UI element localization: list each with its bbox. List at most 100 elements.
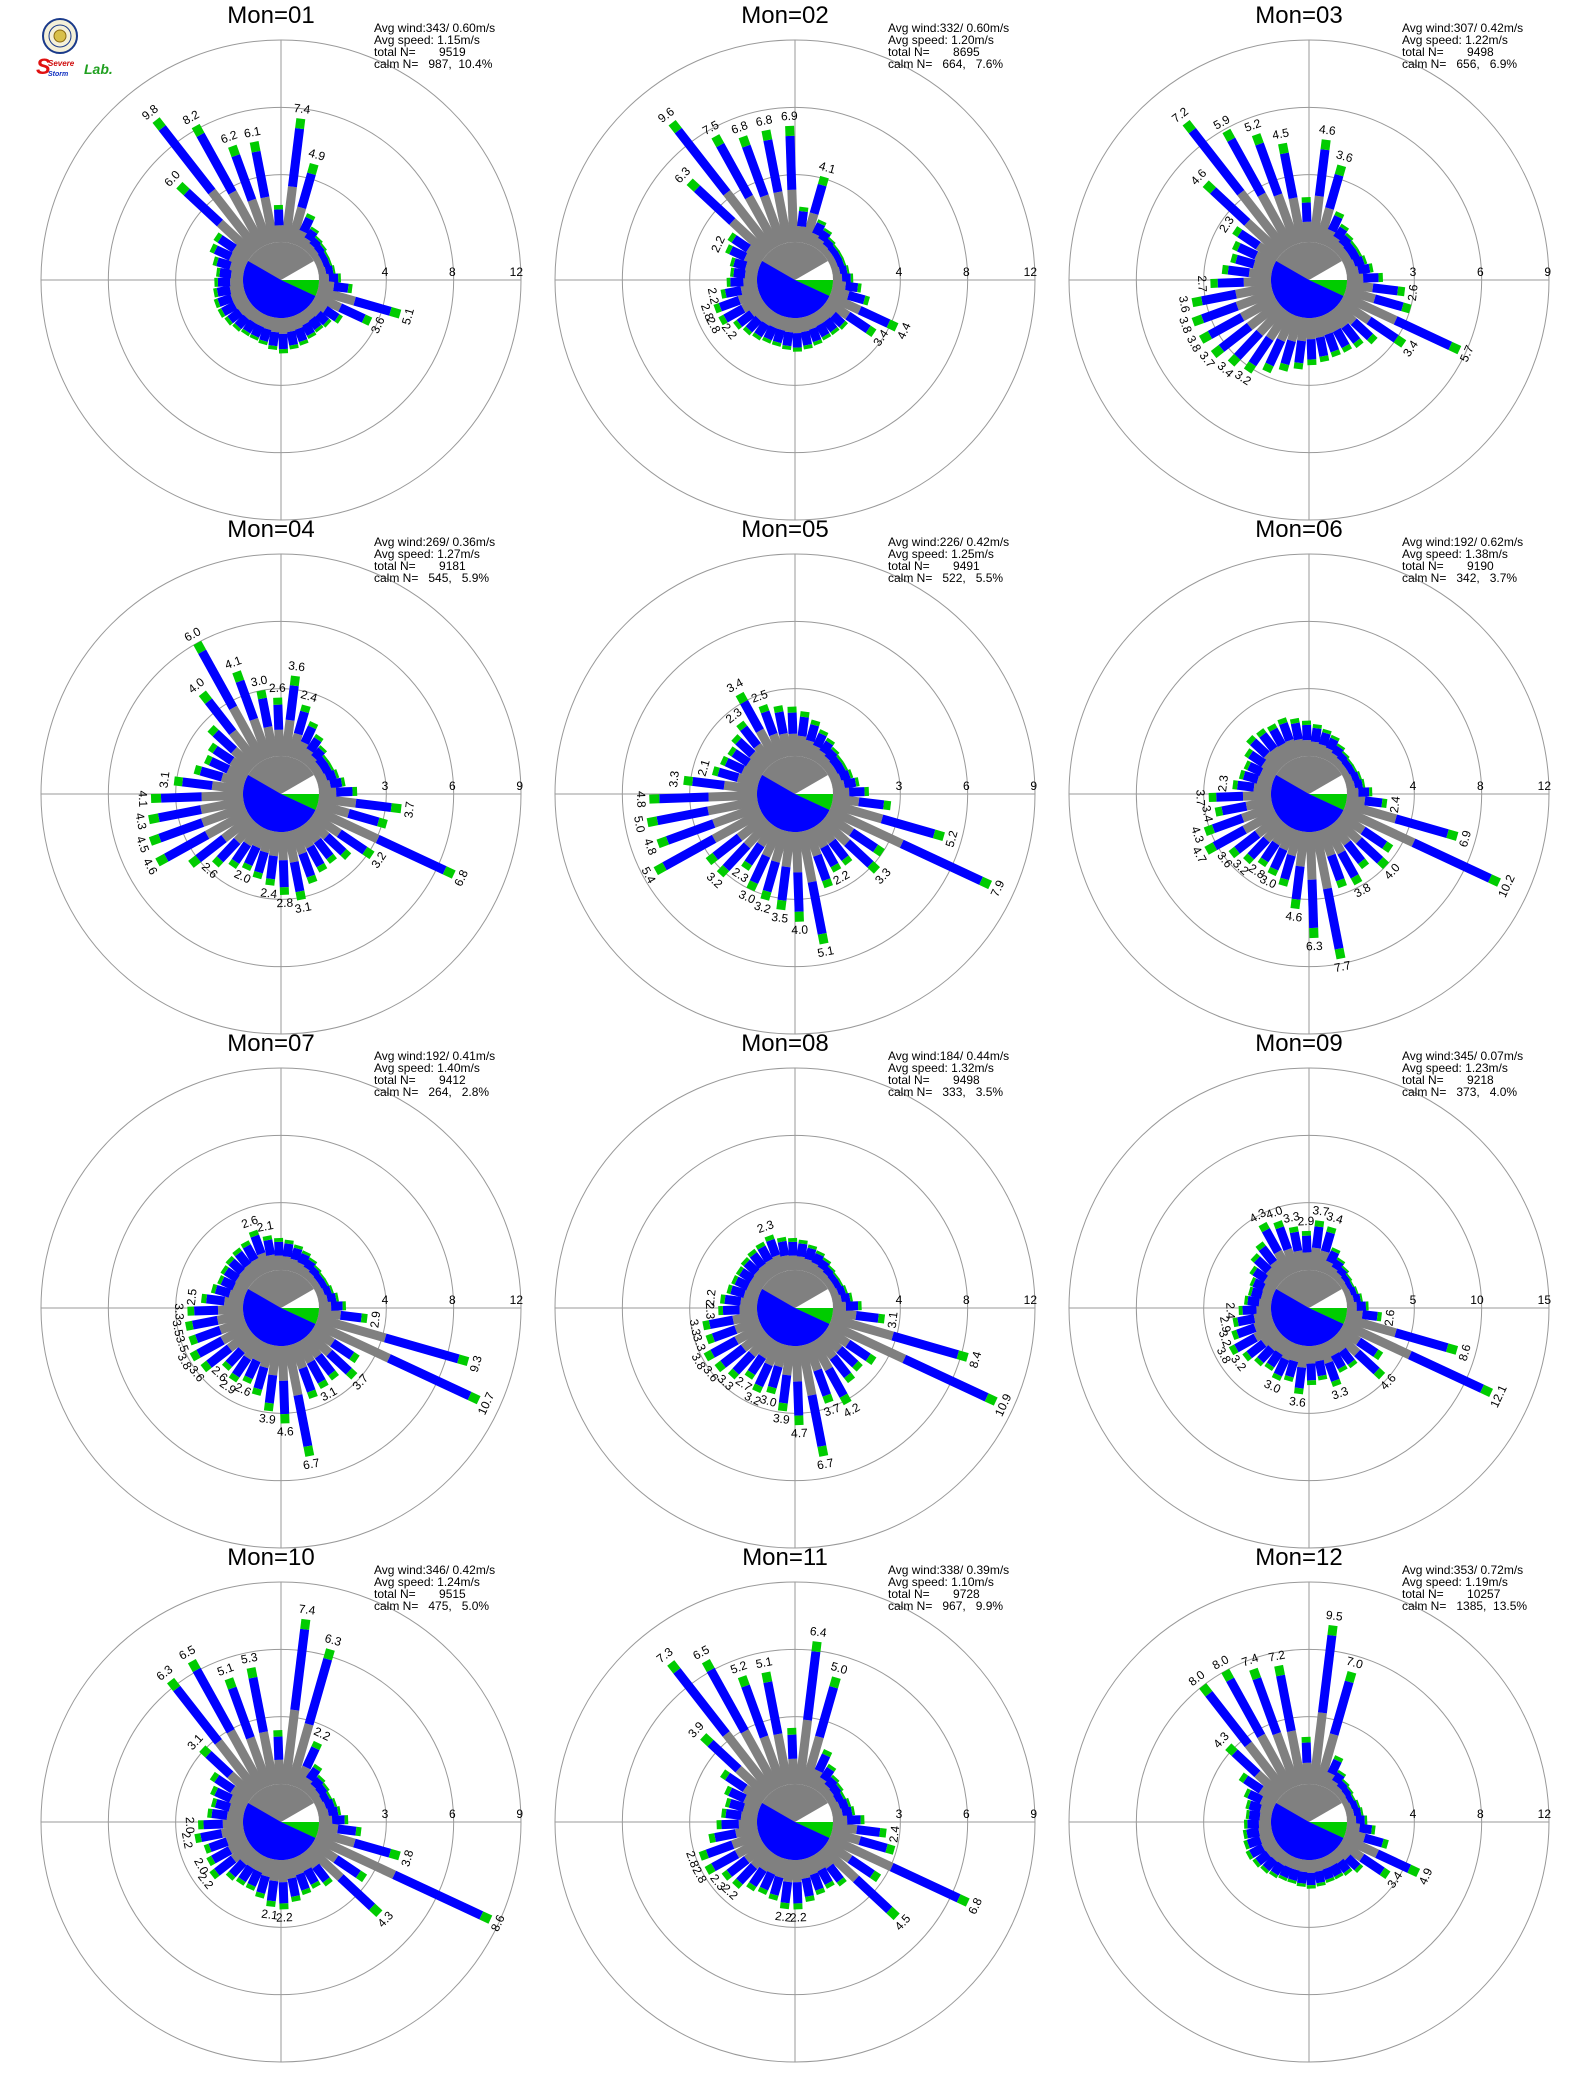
bar-value-label: 4.5 — [1271, 125, 1290, 142]
direction-bar — [1243, 818, 1287, 865]
direction-bar — [206, 1836, 250, 1867]
direction-bar — [1333, 816, 1390, 870]
bar-value-label: 3.0 — [758, 1392, 778, 1410]
direction-bar — [189, 1322, 250, 1362]
stat-total-n: total N= 9181 — [374, 559, 466, 573]
direction-bar — [303, 745, 328, 770]
direction-bar — [1198, 294, 1278, 344]
calm-disk-green-sector — [281, 1822, 319, 1839]
direction-bar — [313, 1833, 493, 1924]
direction-bar — [1328, 1335, 1358, 1369]
direction-bar — [746, 826, 784, 892]
ring-tick-label: 9 — [516, 1807, 523, 1821]
bar-value-label: 2.9 — [367, 1310, 383, 1329]
direction-bar — [316, 1314, 470, 1366]
calm-disk-white-sector — [1309, 261, 1347, 280]
direction-bar — [309, 297, 343, 324]
direction-bar — [305, 1844, 383, 1918]
direction-bar — [249, 141, 279, 244]
bar-value-label: 3.0 — [1258, 872, 1279, 892]
direction-bar — [704, 1836, 764, 1875]
direction-bar — [1255, 1241, 1290, 1281]
direction-bar — [703, 1322, 764, 1362]
direction-bar — [791, 831, 804, 922]
bar-value-label: 2.0 — [232, 867, 253, 887]
bar-value-label: 2.3 — [1215, 774, 1231, 793]
direction-bar — [289, 828, 318, 884]
bar-value-label: 3.2 — [742, 1389, 763, 1409]
direction-bar — [1311, 830, 1346, 960]
direction-bar — [1337, 297, 1407, 348]
direction-bar — [300, 1849, 333, 1887]
direction-bar — [1323, 825, 1363, 886]
direction-bar — [809, 311, 832, 341]
direction-bar — [742, 304, 773, 336]
windrose-panel: 2.3 3.7 3.4 4.3 4.7 3.6 3.2 2.8 3.0 4.6 6.3 7.7 3.8 4… — [1036, 516, 1562, 1044]
logo-s-glyph: S — [36, 54, 51, 79]
panel-title: Mon=06 — [1255, 516, 1343, 543]
stat-avg-speed: Avg speed: 1.40m/s — [374, 1061, 480, 1075]
bar-value-label: 5.0 — [631, 815, 648, 834]
direction-bar — [757, 1854, 784, 1895]
bar-value-label: 10.9 — [992, 1391, 1015, 1418]
direction-bar — [797, 1344, 829, 1457]
direction-bar — [827, 805, 993, 890]
bar-value-label: 2.2 — [312, 1724, 333, 1744]
bar-value-label: 7.4 — [293, 101, 312, 117]
bar-value-label: 3.3 — [666, 770, 682, 789]
bar-value-label: 3.6 — [1335, 147, 1355, 165]
calm-disk-green-sector — [281, 280, 319, 297]
direction-bar — [188, 813, 254, 868]
stat-calm-n: calm N= 373, 4.0% — [1402, 1085, 1518, 1099]
direction-bar — [762, 312, 784, 344]
stat-avg-wind: Avg wind:226/ 0.42m/s — [888, 535, 1010, 549]
direction-bar — [1333, 302, 1378, 345]
direction-bar — [281, 118, 306, 243]
direction-bar — [744, 1336, 778, 1380]
stat-avg-speed: Avg speed: 1.23m/s — [1402, 1061, 1508, 1075]
direction-bar — [155, 808, 250, 867]
direction-bar — [1320, 211, 1345, 248]
direction-bar — [727, 1332, 773, 1380]
calm-disk-white-sector — [281, 1289, 319, 1308]
bar-value-label: 2.1 — [256, 1218, 275, 1235]
direction-bar — [148, 802, 247, 846]
bar-value-label: 7.0 — [1345, 1654, 1365, 1672]
direction-bar — [755, 1241, 781, 1277]
stat-avg-wind: Avg wind:353/ 0.72m/s — [1402, 1563, 1524, 1577]
direction-bar — [735, 1266, 767, 1291]
calm-disk-blue-sector — [1270, 1803, 1344, 1861]
direction-bar — [248, 1229, 273, 1274]
direction-bar — [187, 1304, 244, 1316]
bar-value-label: 2.2 — [703, 1288, 719, 1307]
direction-bar — [1320, 1755, 1344, 1790]
direction-bar — [232, 1247, 262, 1281]
direction-bar — [1328, 821, 1370, 870]
bar-value-label: 7.2 — [1267, 1648, 1286, 1665]
bar-value-label: 3.3 — [1330, 1384, 1351, 1403]
windrose-chart: 2.32.22.33.33.33.83.63.32.73.23.03.94.76… — [554, 1067, 1037, 1549]
calm-disk-blue-sector — [1270, 775, 1344, 833]
direction-bar — [1245, 1836, 1278, 1860]
windrose-chart: 9.86.08.26.2 6.17.44.95.13.64 8 12 — [40, 39, 523, 521]
bar-value-label: 3.2 — [753, 898, 773, 916]
bar-value-label: 4.3 — [132, 812, 149, 831]
stats-block: Avg wind:192/ 0.62m/s Avg speed: 1.38m/s t… — [1402, 536, 1523, 584]
direction-bar — [292, 1740, 323, 1790]
direction-bar — [1210, 276, 1272, 288]
stats-block: Avg wind:332/ 0.60m/s Avg speed: 1.20m/s t… — [888, 22, 1009, 70]
direction-bar — [1309, 139, 1331, 243]
bar-value-label: 2.3 — [755, 1217, 776, 1236]
windrose-chart: 7.2 5.9 5.2 4.5 4.63.64.62.32.73.63.83.83.73… — [1068, 39, 1551, 521]
calm-disk-green-sector — [795, 794, 833, 811]
direction-bar — [305, 302, 332, 328]
panel-title: Mon=11 — [742, 1544, 828, 1571]
direction-bar — [1262, 312, 1298, 374]
direction-bar — [209, 1771, 253, 1805]
direction-bar — [1227, 304, 1287, 367]
bar-value-label: 3.8 — [1176, 315, 1195, 336]
direction-bar — [758, 704, 787, 760]
direction-bar — [1204, 808, 1278, 855]
direction-bar — [1278, 315, 1303, 372]
direction-bar — [303, 1774, 326, 1798]
